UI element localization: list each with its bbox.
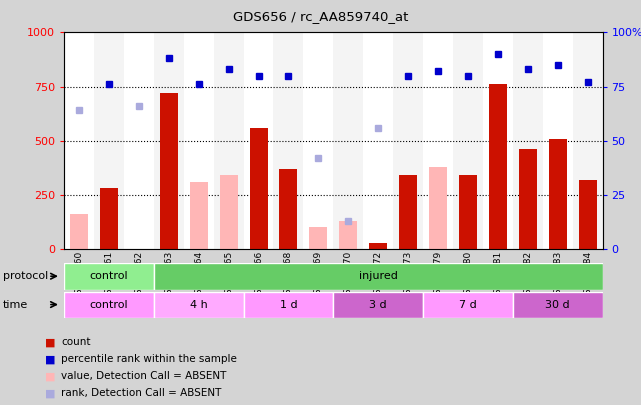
Bar [339, 221, 357, 249]
Bar [519, 149, 537, 249]
Bar [279, 169, 297, 249]
Bar [274, 32, 303, 249]
Text: time: time [3, 300, 28, 309]
Bar [70, 214, 88, 249]
Text: ■: ■ [45, 371, 55, 381]
Bar [64, 263, 154, 290]
Text: ■: ■ [45, 337, 55, 347]
Bar [154, 292, 244, 318]
Text: value, Detection Call = ABSENT: value, Detection Call = ABSENT [61, 371, 226, 381]
Bar [154, 32, 184, 249]
Bar [513, 292, 603, 318]
Text: 4 h: 4 h [190, 300, 208, 310]
Bar [549, 139, 567, 249]
Bar [423, 292, 513, 318]
Text: percentile rank within the sample: percentile rank within the sample [61, 354, 237, 364]
Bar [393, 32, 423, 249]
Bar [213, 32, 244, 249]
Text: rank, Detection Call = ABSENT: rank, Detection Call = ABSENT [61, 388, 221, 398]
Bar [513, 32, 543, 249]
Bar [160, 93, 178, 249]
Text: GDS656 / rc_AA859740_at: GDS656 / rc_AA859740_at [233, 10, 408, 23]
Text: control: control [90, 271, 128, 281]
Bar [100, 188, 118, 249]
Bar [190, 182, 208, 249]
Bar [64, 292, 154, 318]
Text: 30 d: 30 d [545, 300, 570, 310]
Bar [249, 128, 267, 249]
Text: control: control [90, 300, 128, 310]
Bar [453, 32, 483, 249]
Bar [333, 32, 363, 249]
Text: 3 d: 3 d [369, 300, 387, 310]
Text: injured: injured [359, 271, 397, 281]
Bar [94, 32, 124, 249]
Bar [399, 175, 417, 249]
Bar [310, 228, 328, 249]
Bar [220, 175, 238, 249]
Text: 1 d: 1 d [279, 300, 297, 310]
Text: count: count [61, 337, 90, 347]
Bar [579, 180, 597, 249]
Bar [244, 292, 333, 318]
Bar [489, 84, 507, 249]
Bar [459, 175, 477, 249]
Bar [154, 263, 603, 290]
Text: ■: ■ [45, 354, 55, 364]
Bar [429, 167, 447, 249]
Text: protocol: protocol [3, 271, 49, 281]
Text: ■: ■ [45, 388, 55, 398]
Bar [369, 243, 387, 249]
Bar [572, 32, 603, 249]
Bar [333, 292, 423, 318]
Text: 7 d: 7 d [459, 300, 477, 310]
